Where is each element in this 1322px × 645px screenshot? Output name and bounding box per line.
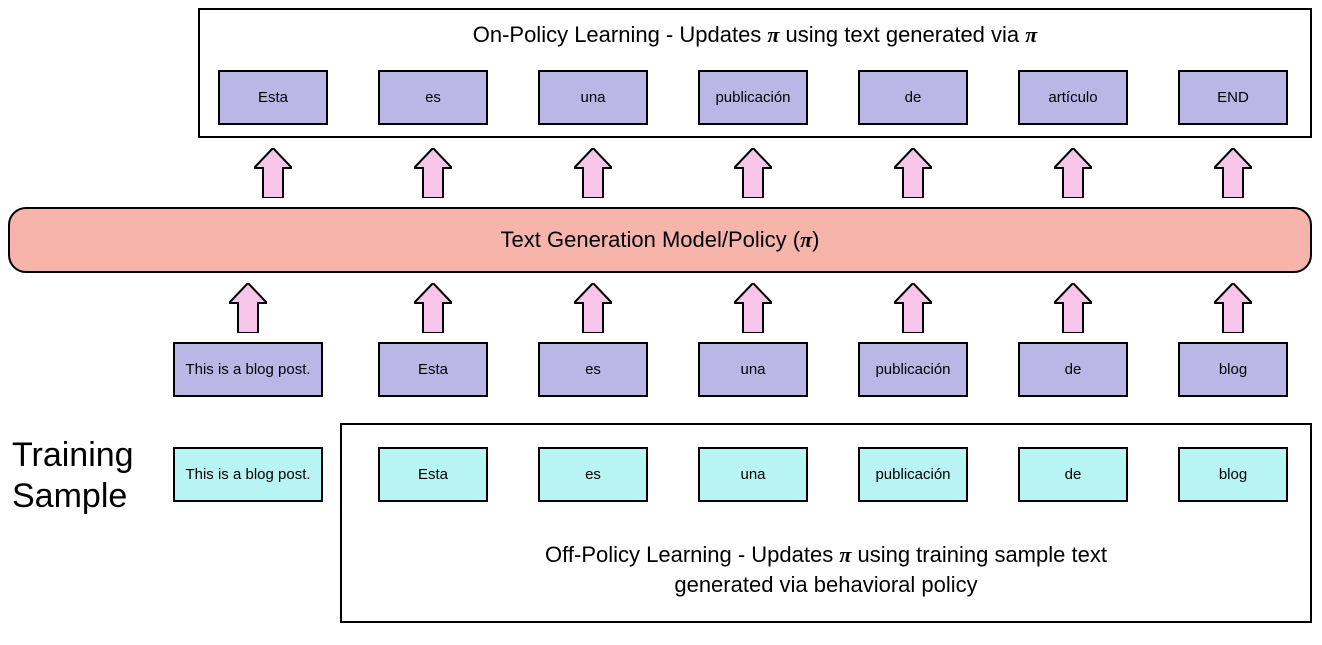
input-token: de [1018, 342, 1128, 397]
input-token: una [698, 342, 808, 397]
arrow-up-icon [1054, 148, 1092, 198]
arrow-up-icon [229, 283, 267, 333]
input-token: es [538, 342, 648, 397]
training-token: blog [1178, 447, 1288, 502]
arrow-up-icon [1214, 148, 1252, 198]
training-token: una [698, 447, 808, 502]
arrow-up-icon [254, 148, 292, 198]
input-token: Esta [378, 342, 488, 397]
arrow-up-icon [414, 148, 452, 198]
arrow-up-icon [1214, 283, 1252, 333]
training-sample-label: TrainingSample [12, 435, 134, 517]
arrow-up-icon [894, 283, 932, 333]
on-policy-token: de [858, 70, 968, 125]
arrow-up-icon [734, 283, 772, 333]
on-policy-title: On-Policy Learning - Updates π using tex… [473, 20, 1038, 50]
arrow-up-icon [894, 148, 932, 198]
training-token: Esta [378, 447, 488, 502]
policy-bar: Text Generation Model/Policy (π) [8, 207, 1312, 273]
arrow-up-icon [574, 148, 612, 198]
on-policy-token: publicación [698, 70, 808, 125]
input-token: blog [1178, 342, 1288, 397]
input-token: This is a blog post. [173, 342, 323, 397]
arrow-up-icon [574, 283, 612, 333]
training-token: This is a blog post. [173, 447, 323, 502]
arrow-up-icon [1054, 283, 1092, 333]
input-token: publicación [858, 342, 968, 397]
on-policy-token: es [378, 70, 488, 125]
arrow-up-icon [734, 148, 772, 198]
on-policy-token: END [1178, 70, 1288, 125]
off-policy-title: Off-Policy Learning - Updates π using tr… [340, 540, 1312, 599]
training-token: es [538, 447, 648, 502]
on-policy-token: Esta [218, 70, 328, 125]
arrow-up-icon [414, 283, 452, 333]
on-policy-token: una [538, 70, 648, 125]
on-policy-token: artículo [1018, 70, 1128, 125]
training-token: de [1018, 447, 1128, 502]
training-token: publicación [858, 447, 968, 502]
